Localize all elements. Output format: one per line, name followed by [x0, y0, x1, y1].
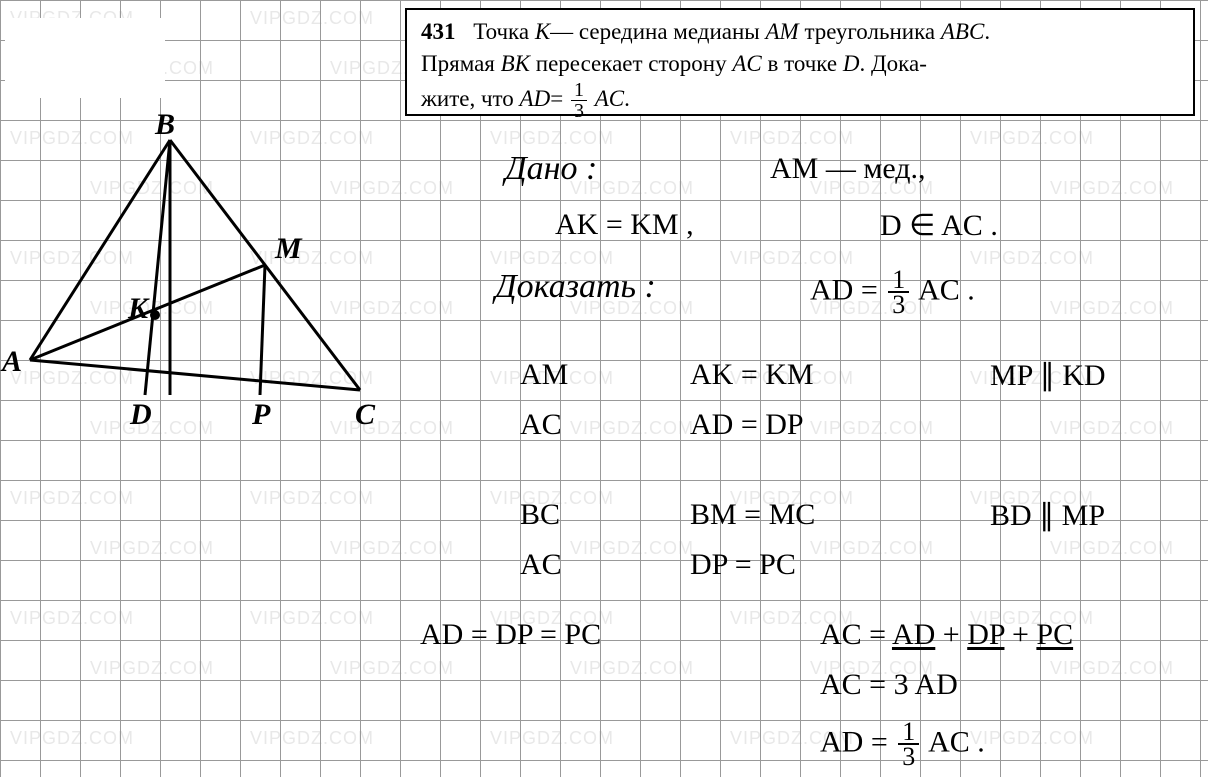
- prove-rhs: AD = 13 AC .: [810, 268, 975, 317]
- diagram-label-B: B: [155, 108, 175, 142]
- step8: AD = 13 AC .: [820, 720, 985, 769]
- step1-b: AK = KM: [690, 358, 814, 392]
- diagram-label-D: D: [130, 398, 152, 432]
- diagram-label-A: A: [2, 345, 22, 379]
- step7: AC = 3 AD: [820, 668, 958, 702]
- problem-statement-box: 431 Точка K— середина медианы AM треугол…: [405, 8, 1195, 116]
- fraction-one-third-hand-2: 13: [898, 720, 919, 769]
- step2-a: AC: [520, 408, 562, 442]
- given-1: AM — мед.,: [770, 152, 926, 186]
- step1-c: MP ∥ KD: [990, 358, 1106, 393]
- white-patch: [5, 18, 165, 98]
- step2-b: AD = DP: [690, 408, 804, 442]
- prove-label: Доказать :: [495, 268, 656, 306]
- diagram-label-C: C: [355, 398, 375, 432]
- problem-number: 431: [421, 19, 456, 44]
- diagram-label-M: M: [275, 232, 302, 266]
- step5: AD = DP = PC: [420, 618, 601, 652]
- fraction-one-third: 13: [571, 80, 587, 121]
- given-label: Дано :: [505, 150, 597, 188]
- triangle-diagram: ABCMKDP: [0, 120, 420, 470]
- diagram-label-P: P: [252, 398, 270, 432]
- fraction-one-third-hand: 13: [888, 268, 909, 317]
- problem-text: 431 Точка K— середина медианы AM треугол…: [421, 16, 1179, 121]
- step4-a: AC: [520, 548, 562, 582]
- step3-c: BD ∥ MP: [990, 498, 1105, 533]
- step4-b: DP = PC: [690, 548, 796, 582]
- diagram-label-K: K: [128, 292, 148, 326]
- given-2a: AK = KM ,: [555, 208, 694, 242]
- step6: AC = AD + DP + PC: [820, 618, 1073, 652]
- given-2b: D ∈ AC .: [880, 208, 998, 243]
- step1-a: AM: [520, 358, 568, 392]
- step3-b: BM = MC: [690, 498, 815, 532]
- step3-a: BC: [520, 498, 560, 532]
